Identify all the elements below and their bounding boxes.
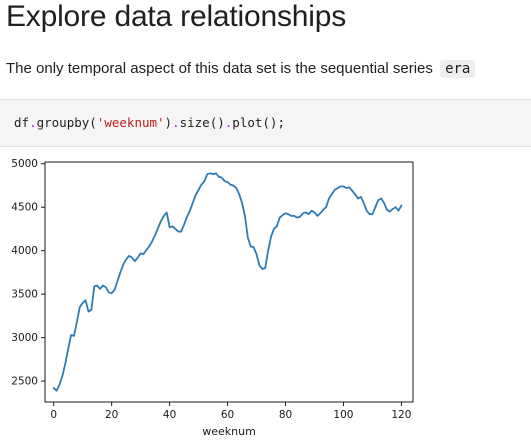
x-axis: 0 20 40 60 80 100 120: [50, 402, 411, 421]
code-token: .: [29, 115, 37, 130]
code-line: df.groupby('weeknum').size().plot();: [14, 115, 285, 130]
code-token: plot();: [232, 115, 285, 130]
y-tick-label: 5000: [11, 158, 38, 170]
x-tick-label: 60: [221, 409, 234, 421]
code-token: .: [172, 115, 180, 130]
code-token: groupby(: [36, 115, 97, 130]
page-title: Explore data relationships: [6, 0, 347, 33]
y-tick-label: 4500: [11, 202, 38, 214]
x-tick-label: 0: [50, 409, 57, 421]
inline-code-era: era: [440, 60, 476, 78]
x-tick-label: 80: [279, 409, 292, 421]
code-token: ): [164, 115, 173, 130]
plot-frame: [44, 161, 414, 403]
intro-paragraph: The only temporal aspect of this data se…: [6, 60, 476, 78]
x-tick-label: 20: [105, 409, 118, 421]
code-token: 'weeknum': [96, 115, 165, 130]
series-line: [52, 172, 403, 392]
code-token: .: [224, 115, 233, 130]
weeknum-line-chart: 2500 3000 3500 4000 4500 5000 0 20 40 60 80 100 120…: [11, 158, 414, 438]
intro-text: The only temporal aspect of this data se…: [6, 60, 433, 77]
code-cell[interactable]: df.groupby('weeknum').size().plot();: [0, 99, 531, 147]
x-axis-label: weeknum: [202, 425, 256, 438]
y-tick-label: 2500: [11, 376, 38, 388]
y-tick-label: 3500: [11, 289, 38, 301]
x-tick-label: 40: [163, 409, 176, 421]
x-tick-label: 120: [391, 409, 411, 421]
y-tick-label: 3000: [11, 332, 38, 344]
x-tick-label: 100: [333, 409, 353, 421]
y-tick-label: 4000: [11, 245, 38, 257]
code-token: size(): [179, 115, 225, 130]
y-axis: 2500 3000 3500 4000 4500 5000: [11, 158, 45, 388]
code-token: df: [14, 115, 30, 130]
